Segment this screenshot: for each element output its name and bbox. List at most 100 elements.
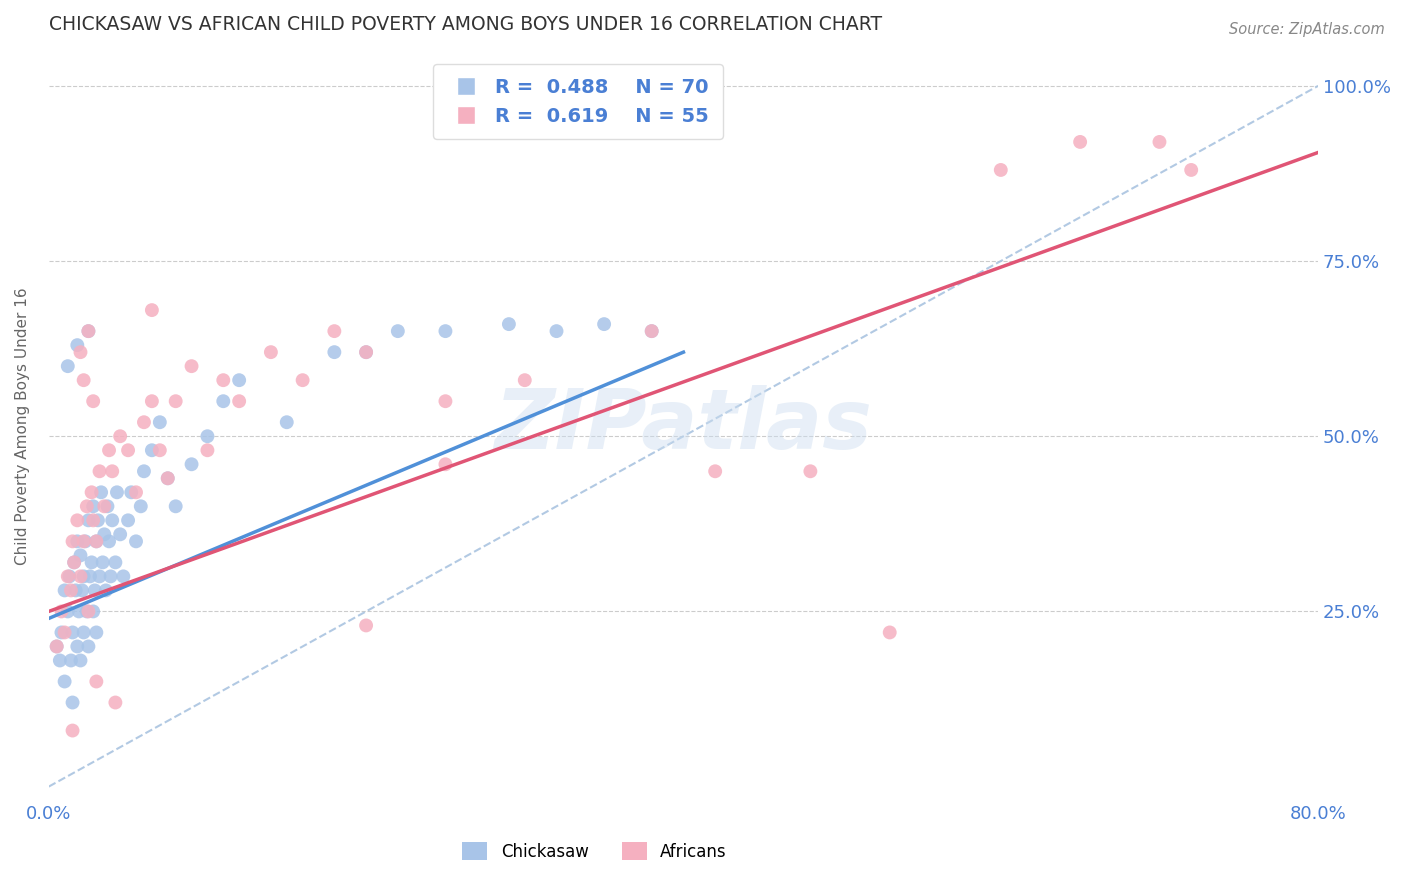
Point [117,443,139,458]
Point [228,394,250,409]
Point [180,359,202,373]
Point [354,618,377,632]
Point [98,443,121,458]
Point [1149,135,1171,149]
Point [96,500,118,514]
Point [69,653,91,667]
Point [129,500,152,514]
Point [291,373,314,387]
Point [59,653,82,667]
Point [98,534,121,549]
Point [62,723,84,738]
Point [51,604,73,618]
Point [76,500,98,514]
Point [77,324,100,338]
Point [73,373,96,387]
Point [180,457,202,471]
Point [70,583,93,598]
Point [62,625,84,640]
Point [58,569,80,583]
Point [77,324,100,338]
Point [89,569,111,583]
Point [165,394,187,409]
Point [65,583,87,598]
Point [66,640,89,654]
Point [108,527,131,541]
Point [100,569,122,583]
Point [141,443,163,458]
Point [546,324,568,338]
Point [260,345,283,359]
Point [79,569,101,583]
Y-axis label: Child Poverty Among Boys Under 16: Child Poverty Among Boys Under 16 [15,287,30,565]
Point [197,443,219,458]
Point [434,324,457,338]
Point [91,555,114,569]
Point [228,373,250,387]
Point [69,569,91,583]
Point [82,500,104,514]
Point [53,625,76,640]
Point [77,604,100,618]
Point [86,674,108,689]
Point [197,429,219,443]
Point [86,534,108,549]
Point [141,303,163,318]
Point [82,513,104,527]
Point [117,513,139,527]
Point [73,569,96,583]
Point [104,555,127,569]
Point [80,555,103,569]
Point [104,696,127,710]
Point [120,485,142,500]
Point [141,394,163,409]
Point [82,394,104,409]
Point [498,317,520,331]
Point [90,485,112,500]
Point [101,513,124,527]
Point [165,500,187,514]
Point [593,317,616,331]
Point [62,534,84,549]
Point [69,345,91,359]
Point [67,604,90,618]
Point [94,583,117,598]
Point [1180,163,1202,178]
Point [56,569,79,583]
Point [93,500,115,514]
Point [125,485,148,500]
Point [354,345,377,359]
Point [276,415,298,429]
Point [513,373,536,387]
Point [49,653,72,667]
Point [323,345,346,359]
Point [83,583,105,598]
Point [156,471,179,485]
Point [641,324,664,338]
Text: ZIPatlas: ZIPatlas [495,385,872,467]
Point [77,640,100,654]
Point [63,555,86,569]
Point [212,394,235,409]
Point [101,464,124,478]
Point [66,338,89,352]
Point [434,457,457,471]
Point [87,513,110,527]
Point [323,324,346,338]
Point [45,640,67,654]
Point [80,485,103,500]
Point [112,569,135,583]
Point [56,359,79,373]
Point [156,471,179,485]
Point [86,534,108,549]
Text: CHICKASAW VS AFRICAN CHILD POVERTY AMONG BOYS UNDER 16 CORRELATION CHART: CHICKASAW VS AFRICAN CHILD POVERTY AMONG… [49,15,882,34]
Point [59,583,82,598]
Point [387,324,409,338]
Point [66,513,89,527]
Point [354,345,377,359]
Point [75,534,97,549]
Point [45,640,67,654]
Point [53,674,76,689]
Point [73,534,96,549]
Point [63,555,86,569]
